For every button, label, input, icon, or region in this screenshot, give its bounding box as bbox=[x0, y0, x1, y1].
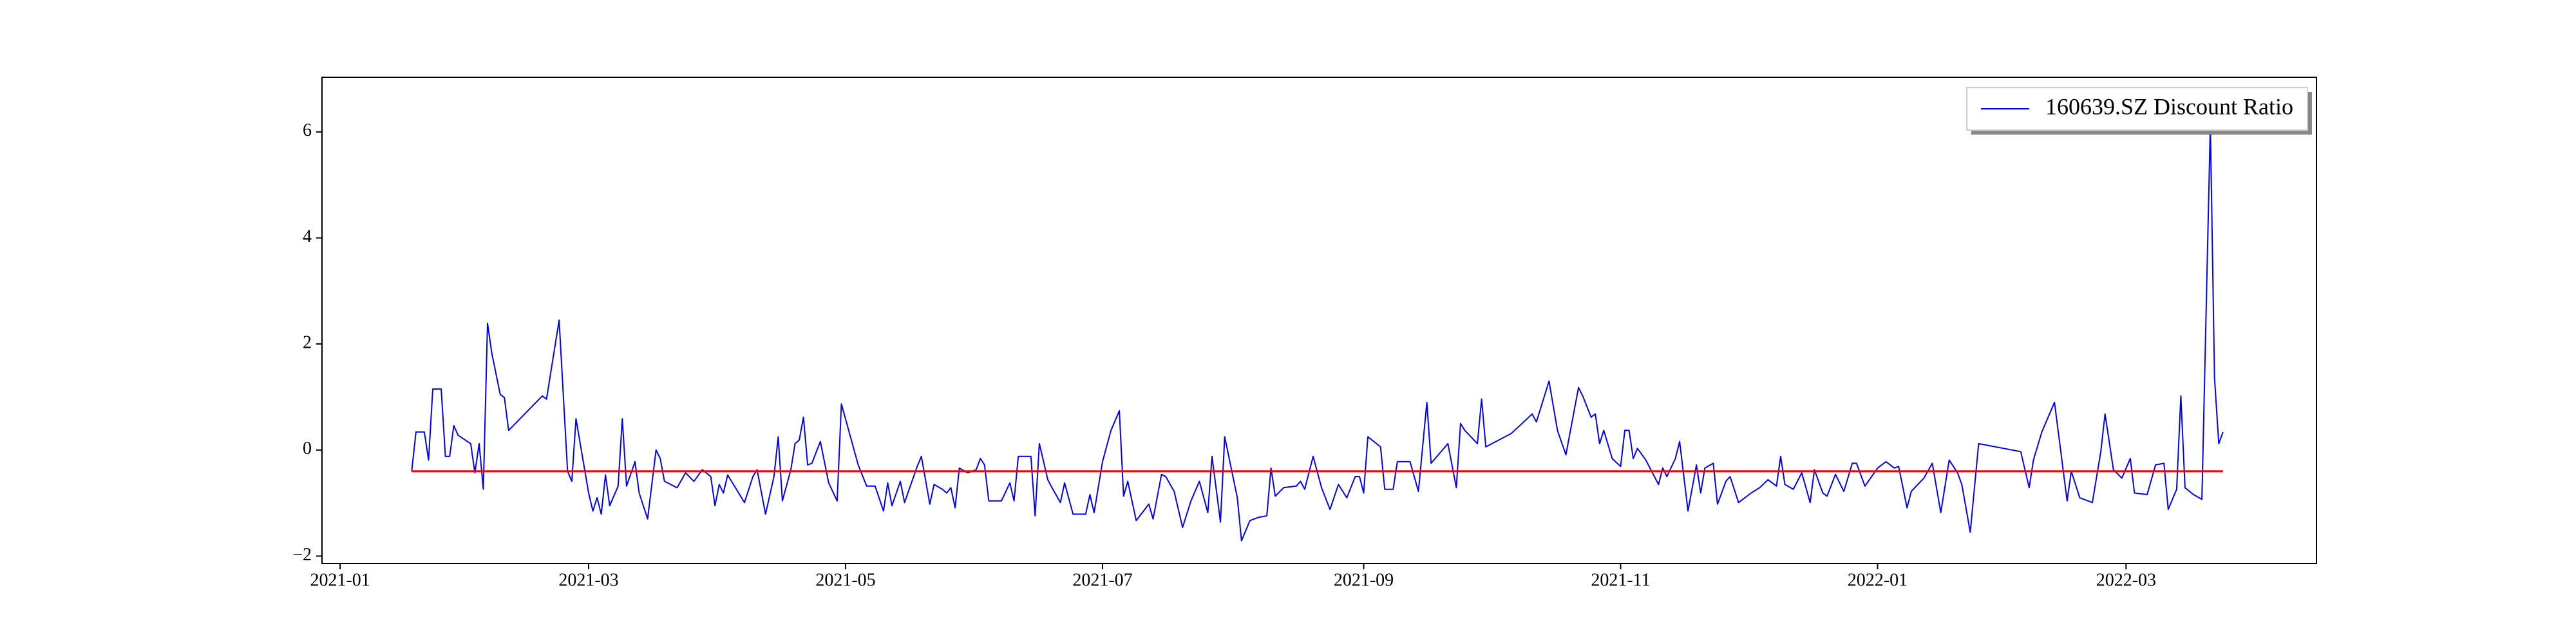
y-tick-label: 6 bbox=[303, 120, 312, 140]
x-tick-label: 2022-01 bbox=[1848, 570, 1908, 590]
x-tick-label: 2021-07 bbox=[1072, 570, 1132, 590]
legend: 160639.SZ Discount Ratio bbox=[1966, 87, 2312, 135]
x-tick-label: 2021-11 bbox=[1591, 570, 1650, 590]
data-line bbox=[411, 124, 2224, 542]
y-tick-label: 0 bbox=[303, 439, 312, 459]
x-tick-label: 2021-03 bbox=[558, 570, 618, 590]
x-tick-label: 2021-05 bbox=[815, 570, 875, 590]
plot-frame bbox=[321, 77, 2317, 564]
x-tick-label: 2021-01 bbox=[310, 570, 370, 590]
legend-text: 160639.SZ Discount Ratio bbox=[2045, 93, 2293, 119]
y-tick-label: 2 bbox=[303, 333, 312, 353]
x-tick-label: 2022-03 bbox=[2096, 570, 2156, 590]
y-tick-label: 4 bbox=[303, 227, 312, 247]
x-tick-label: 2021-09 bbox=[1334, 570, 1394, 590]
y-tick-label: −2 bbox=[292, 545, 312, 565]
